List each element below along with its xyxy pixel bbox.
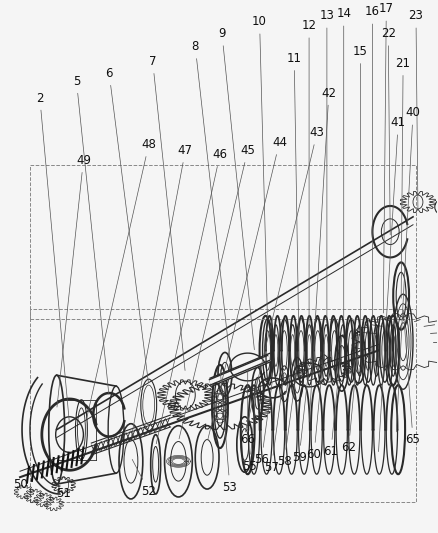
Text: 9: 9	[218, 27, 254, 350]
Text: 11: 11	[286, 52, 301, 358]
Text: 50: 50	[13, 478, 28, 497]
Text: 44: 44	[207, 136, 286, 440]
Text: 58: 58	[276, 368, 296, 468]
Text: 12: 12	[301, 19, 316, 328]
Text: 41: 41	[378, 116, 405, 451]
Text: 45: 45	[179, 144, 254, 439]
Bar	[30, 165, 415, 319]
Text: 48: 48	[87, 138, 156, 417]
Text: 61: 61	[323, 346, 341, 458]
Text: 59: 59	[291, 368, 308, 464]
Text: 66: 66	[240, 370, 254, 446]
Text: 15: 15	[352, 45, 367, 353]
Text: 56: 56	[254, 383, 272, 466]
Text: 55: 55	[242, 378, 257, 473]
Text: 52: 52	[132, 459, 156, 497]
Text: 2: 2	[36, 92, 69, 422]
Text: 21: 21	[395, 57, 410, 298]
Text: 53: 53	[220, 370, 237, 494]
Text: 8: 8	[191, 40, 229, 356]
Text: 46: 46	[156, 148, 227, 444]
Bar	[30, 309, 415, 502]
Text: 42: 42	[308, 87, 336, 422]
Text: 7: 7	[148, 55, 185, 370]
Text: 6: 6	[105, 67, 148, 382]
Text: 43: 43	[245, 126, 324, 432]
Text: 49: 49	[57, 154, 91, 407]
Text: 17: 17	[378, 3, 393, 313]
Text: 14: 14	[336, 7, 350, 318]
Text: 60: 60	[306, 353, 323, 461]
Text: 16: 16	[364, 5, 379, 316]
Text: 65: 65	[403, 310, 420, 446]
Text: 10: 10	[251, 15, 267, 318]
Text: 23: 23	[408, 10, 423, 209]
Text: 5: 5	[73, 75, 109, 394]
Text: 22: 22	[380, 27, 395, 235]
Text: 40: 40	[396, 107, 420, 432]
Text: 57: 57	[263, 375, 283, 474]
Text: 51: 51	[56, 488, 71, 500]
Text: 62: 62	[340, 342, 357, 454]
Text: 13: 13	[319, 10, 334, 323]
Text: 47: 47	[131, 144, 192, 437]
